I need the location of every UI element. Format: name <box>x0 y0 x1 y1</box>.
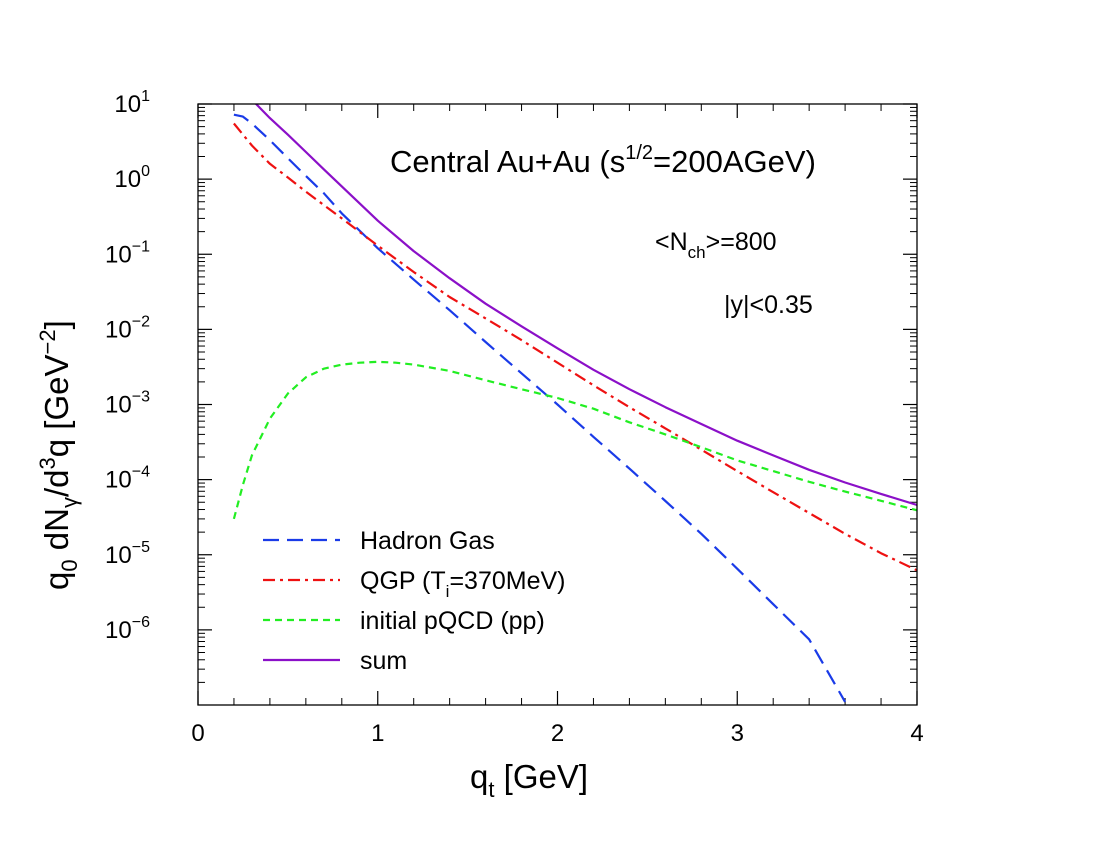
annotation-nch: <Nch>=800 <box>655 228 777 262</box>
series-line-hadron-gas <box>233 113 847 703</box>
legend-label-hadron-gas: Hadron Gas <box>360 527 495 555</box>
y-tick-label: 100 <box>114 163 150 193</box>
x-tick-label: 4 <box>910 720 923 747</box>
legend-label-initial-pqcd-pp: initial pQCD (pp) <box>360 607 545 635</box>
annotation-system: Central Au+Au (s1/2=200AGeV) <box>390 142 816 179</box>
x-tick-label: 0 <box>191 720 204 747</box>
plot-frame <box>197 103 918 706</box>
series-line-sum <box>254 104 917 507</box>
series-line-initial-pqcd-pp <box>232 360 917 520</box>
axis-ticks <box>197 103 918 705</box>
y-tick-label: 10−2 <box>105 313 150 343</box>
series-line-qgp-ti-370mev <box>233 122 917 572</box>
y-tick-label: 10−6 <box>105 614 150 644</box>
y-tick-label: 101 <box>114 88 150 118</box>
annotation-rapidity: |y|<0.35 <box>724 291 813 319</box>
y-axis-title: q0 dNγ/d3q [GeV−2] <box>35 320 82 590</box>
x-axis-title: qt [GeV] <box>470 758 588 802</box>
legend: Hadron Gas QGP (Ti=370MeV) initial pQCD (p… <box>263 527 566 675</box>
legend-label-qgp-ti-370mev: QGP (Ti=370MeV) <box>360 567 566 601</box>
x-tick-label: 1 <box>371 720 384 747</box>
x-tick-label: 3 <box>731 720 744 747</box>
y-tick-label: 10−3 <box>105 389 150 419</box>
y-tick-label: 10−5 <box>105 539 150 569</box>
tick-labels: 0 1 2 3 4 101 100 10−1 10−2 10−3 10−4 10−5 10−6 <box>105 88 924 747</box>
legend-label-sum: sum <box>360 647 407 675</box>
x-tick-label: 2 <box>551 720 564 747</box>
y-tick-label: 10−1 <box>105 238 150 268</box>
series-lines <box>232 104 917 703</box>
y-tick-label: 10−4 <box>105 464 150 494</box>
